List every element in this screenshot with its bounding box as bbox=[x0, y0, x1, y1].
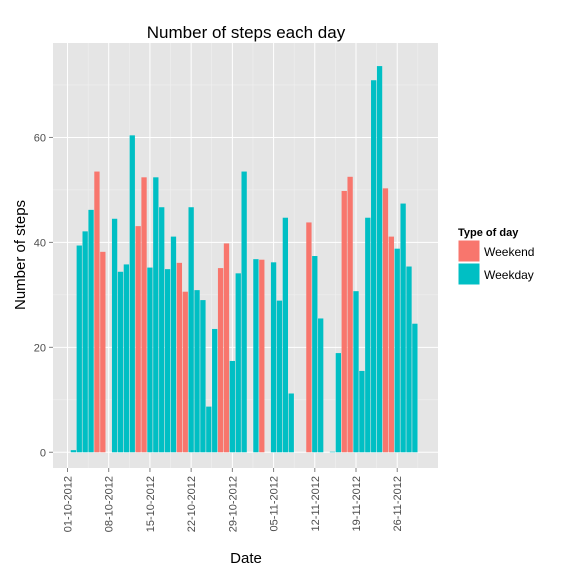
x-tick-label: 12-11-2012 bbox=[310, 476, 322, 531]
bar-20-11-2012 bbox=[359, 370, 365, 453]
bar-24-11-2012 bbox=[382, 188, 389, 453]
bar-22-11-2012 bbox=[371, 80, 377, 453]
x-tick-label: 08-10-2012 bbox=[104, 476, 116, 532]
bar-30-10-2012 bbox=[235, 273, 241, 453]
bar-02-10-2012 bbox=[70, 450, 77, 453]
bar-03-11-2012 bbox=[259, 259, 265, 453]
y-axis-title: Number of steps bbox=[12, 200, 29, 310]
x-tick-label: 01-10-2012 bbox=[63, 476, 75, 532]
bar-25-11-2012 bbox=[388, 236, 394, 453]
legend-label-weekend: Weekend bbox=[484, 245, 534, 259]
x-tick-label: 26-11-2012 bbox=[392, 476, 404, 531]
bar-16-11-2012 bbox=[335, 353, 341, 453]
bar-06-11-2012 bbox=[276, 300, 283, 453]
x-tick-label: 29-10-2012 bbox=[227, 476, 239, 532]
bar-13-10-2012 bbox=[135, 226, 141, 453]
bar-23-11-2012 bbox=[376, 66, 383, 453]
bar-28-10-2012 bbox=[223, 243, 230, 453]
bar-11-10-2012 bbox=[123, 264, 130, 453]
bar-18-11-2012 bbox=[347, 176, 353, 453]
bar-21-10-2012 bbox=[182, 291, 188, 453]
bar-07-11-2012 bbox=[282, 217, 289, 453]
bar-31-10-2012 bbox=[241, 171, 247, 453]
bar-29-11-2012 bbox=[412, 323, 418, 453]
bar-21-11-2012 bbox=[365, 217, 371, 453]
y-tick-label: 20 bbox=[34, 342, 46, 354]
legend-key-weekend bbox=[457, 239, 481, 263]
bar-24-10-2012 bbox=[200, 300, 206, 453]
bar-18-10-2012 bbox=[164, 269, 171, 453]
bar-19-11-2012 bbox=[353, 291, 359, 453]
bar-22-10-2012 bbox=[188, 207, 194, 453]
bar-26-11-2012 bbox=[394, 248, 400, 453]
bar-08-11-2012 bbox=[288, 393, 294, 453]
legend: Type of day Weekend Weekday bbox=[457, 227, 534, 286]
bar-14-10-2012 bbox=[141, 177, 147, 453]
bar-19-10-2012 bbox=[170, 236, 177, 453]
bar-28-11-2012 bbox=[406, 266, 412, 453]
bar-10-10-2012 bbox=[117, 271, 124, 453]
y-tick-label: 40 bbox=[34, 237, 46, 249]
bar-12-11-2012 bbox=[312, 256, 318, 453]
legend-label-weekday: Weekday bbox=[484, 268, 534, 282]
bar-02-11-2012 bbox=[253, 259, 259, 453]
x-tick-label: 15-10-2012 bbox=[145, 476, 157, 532]
x-tick-label: 19-11-2012 bbox=[351, 476, 363, 531]
bar-03-10-2012 bbox=[76, 245, 82, 453]
bar-17-11-2012 bbox=[341, 190, 347, 453]
bar-11-11-2012 bbox=[306, 222, 312, 453]
bar-29-10-2012 bbox=[229, 360, 236, 453]
bar-17-10-2012 bbox=[159, 207, 165, 453]
bar-05-10-2012 bbox=[88, 209, 94, 453]
legend-title: Type of day bbox=[458, 227, 519, 239]
bar-26-10-2012 bbox=[212, 328, 218, 453]
bar-04-10-2012 bbox=[82, 231, 88, 453]
bar-06-10-2012 bbox=[94, 171, 100, 453]
legend-key-weekday bbox=[457, 262, 481, 286]
bar-15-10-2012 bbox=[147, 267, 153, 453]
x-tick-label: 05-11-2012 bbox=[269, 476, 281, 531]
bar-05-11-2012 bbox=[270, 262, 277, 453]
bar-23-10-2012 bbox=[194, 290, 200, 453]
bar-09-10-2012 bbox=[111, 218, 118, 453]
bar-20-10-2012 bbox=[176, 262, 183, 453]
bar-16-10-2012 bbox=[153, 177, 159, 453]
y-tick-label: 0 bbox=[40, 447, 46, 459]
bar-27-10-2012 bbox=[217, 268, 224, 453]
bar-12-10-2012 bbox=[129, 135, 135, 453]
bar-13-11-2012 bbox=[318, 318, 324, 453]
bar-07-10-2012 bbox=[100, 251, 106, 453]
bar-27-11-2012 bbox=[400, 203, 406, 453]
bar-15-11-2012 bbox=[329, 451, 336, 453]
y-axis: 0 20 40 60 bbox=[34, 132, 53, 459]
x-tick-label: 22-10-2012 bbox=[186, 476, 198, 532]
chart-title: Number of steps each day bbox=[147, 23, 346, 42]
x-axis-title: Date bbox=[230, 550, 262, 567]
y-tick-label: 60 bbox=[34, 132, 46, 144]
x-axis: 01-10-2012 08-10-2012 15-10-2012 22-10-2012… bbox=[63, 468, 404, 532]
bars bbox=[70, 66, 418, 453]
bar-25-10-2012 bbox=[206, 406, 212, 453]
